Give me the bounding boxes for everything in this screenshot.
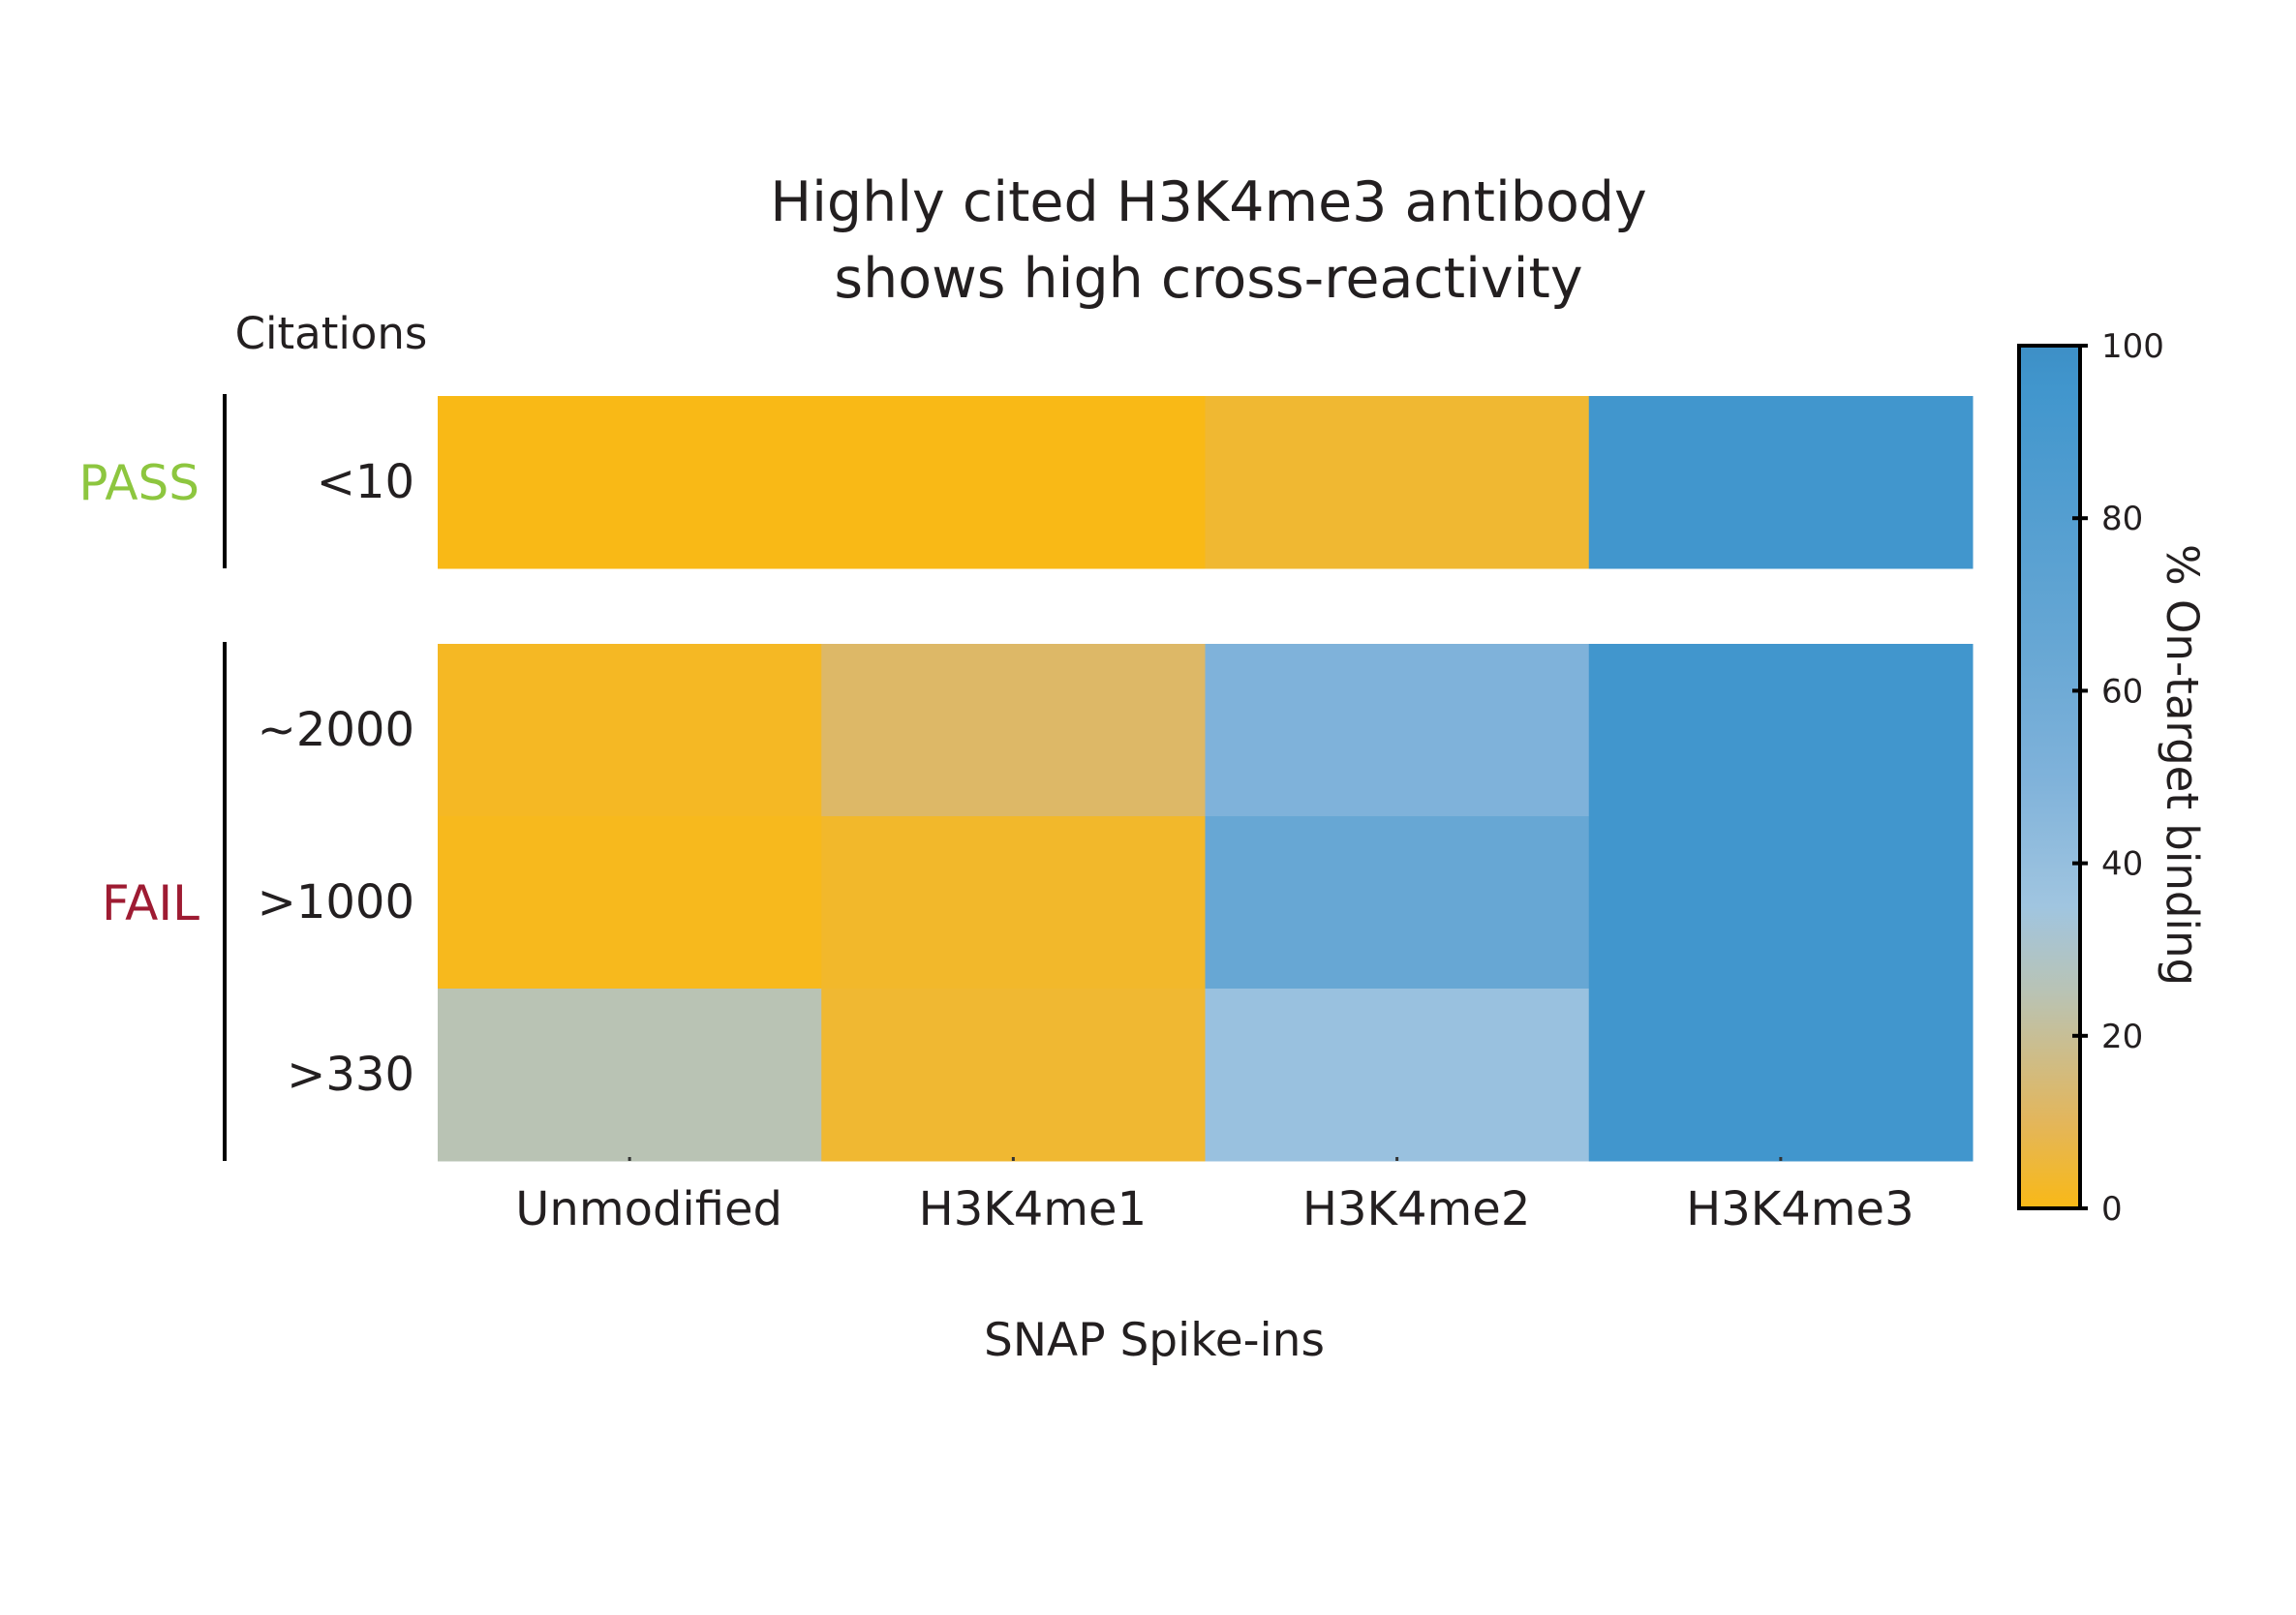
- heatmap-cell: [1205, 816, 1590, 990]
- heatmap-cell: [438, 644, 822, 817]
- column-label: Unmodified: [515, 1182, 782, 1236]
- chart-title-line-2: shows high cross-reactivity: [834, 247, 1582, 311]
- heatmap-cell: [1588, 816, 1974, 990]
- heatmap-cell: [1205, 396, 1590, 569]
- colorbar-tick-label: 100: [2101, 327, 2164, 366]
- heatmap-cell: [1588, 989, 1974, 1162]
- row-label: <10: [317, 455, 414, 509]
- heatmap-cell: [821, 396, 1206, 569]
- row-header-citations: Citations: [235, 308, 428, 359]
- heatmap-cell: [1588, 644, 1974, 817]
- row-labels: <10 ~2000 >1000 >330: [258, 455, 414, 1102]
- colorbar-tick-label: 0: [2101, 1190, 2123, 1229]
- chart-title-line-1: Highly cited H3K4me3 antibody: [770, 170, 1647, 234]
- heatmap-cells: [438, 396, 1974, 1162]
- heatmap-cell: [821, 816, 1206, 990]
- x-axis-label: SNAP Spike-ins: [984, 1314, 1325, 1367]
- colorbar-ticks: 0 20 40 60 80 100: [2072, 327, 2164, 1229]
- colorbar-label: % On-target binding: [2157, 544, 2208, 986]
- heatmap-cell: [1205, 644, 1590, 817]
- row-label: ~2000: [258, 703, 414, 757]
- heatmap-cell: [1588, 396, 1974, 569]
- colorbar-tick-label: 80: [2101, 500, 2143, 538]
- colorbar-tick-label: 60: [2101, 672, 2143, 711]
- column-labels: Unmodified H3K4me1 H3K4me2 H3K4me3: [515, 1157, 1914, 1236]
- heatmap-cell: [438, 396, 822, 569]
- group-brackets: PASS FAIL: [78, 394, 227, 1161]
- colorbar: 0 20 40 60 80 100 % On-target binding: [2017, 327, 2208, 1229]
- heatmap-cell: [821, 644, 1206, 817]
- colorbar-gradient: [2017, 344, 2082, 1210]
- column-label: H3K4me2: [1302, 1182, 1530, 1236]
- colorbar-tick-label: 20: [2101, 1018, 2143, 1056]
- group-label: FAIL: [102, 875, 199, 931]
- group-label: PASS: [78, 455, 199, 511]
- colorbar-tick-label: 40: [2101, 845, 2143, 884]
- heatmap-cell: [438, 816, 822, 990]
- row-label: >1000: [258, 875, 414, 929]
- heatmap-cell: [438, 989, 822, 1162]
- heatmap-cell: [1205, 989, 1590, 1162]
- column-label: H3K4me3: [1686, 1182, 1913, 1236]
- row-label: >330: [287, 1048, 414, 1102]
- column-label: H3K4me1: [919, 1182, 1147, 1236]
- heatmap-cell: [821, 989, 1206, 1162]
